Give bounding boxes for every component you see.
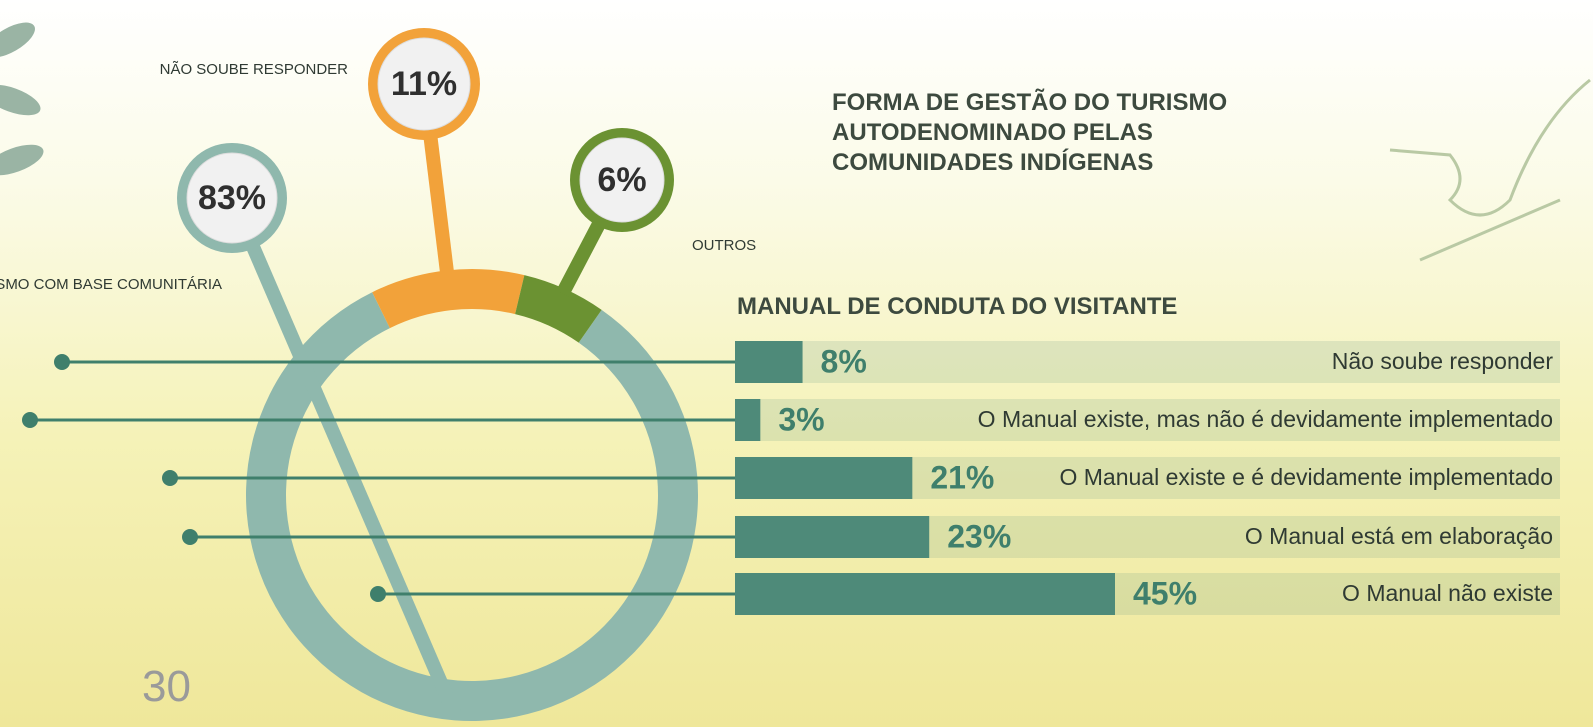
value-label: 45% <box>1133 575 1197 611</box>
donut-title: FORMA DE GESTÃO DO TURISMO AUTODENOMINAD… <box>832 88 1302 178</box>
leader-dot <box>54 354 70 370</box>
category-label: NÃO SOUBE RESPONDER <box>160 61 349 78</box>
chart-canvas: 83% TURISMO COM BASE COMUNITÁRIA 11% NÃO SO… <box>0 0 1593 727</box>
value-label: 3% <box>778 401 824 437</box>
leader-dot <box>162 470 178 486</box>
value-label: 11% <box>391 65 457 103</box>
leader-dot <box>182 529 198 545</box>
category-label: Não soube responder <box>1332 348 1554 374</box>
bar <box>735 399 760 441</box>
category-label: OUTROS <box>692 237 756 254</box>
value-label: 8% <box>821 343 867 379</box>
category-label: O Manual está em elaboração <box>1245 523 1553 549</box>
donut-segment <box>372 269 524 328</box>
page-number: 30 <box>142 662 191 712</box>
bar <box>735 341 803 383</box>
leader-dot <box>22 412 38 428</box>
value-label: 21% <box>930 459 994 495</box>
category-label: O Manual não existe <box>1342 580 1553 606</box>
decor-leaves <box>0 16 47 182</box>
bar-title: MANUAL DE CONDUTA DO VISITANTE <box>737 293 1177 321</box>
leader-dot <box>370 586 386 602</box>
infographic: 83% TURISMO COM BASE COMUNITÁRIA 11% NÃO SO… <box>0 0 1593 727</box>
category-label: O Manual existe e é devidamente implemen… <box>1059 464 1553 490</box>
bar <box>735 516 929 558</box>
donut-segment <box>246 292 698 721</box>
value-label: 23% <box>947 518 1011 554</box>
category-label: TURISMO COM BASE COMUNITÁRIA <box>0 276 222 293</box>
category-label: O Manual existe, mas não é devidamente i… <box>978 406 1553 432</box>
bar <box>735 457 912 499</box>
decor-bird <box>1390 80 1590 260</box>
value-label: 6% <box>597 161 646 199</box>
bar <box>735 573 1115 615</box>
value-label: 83% <box>198 179 266 217</box>
